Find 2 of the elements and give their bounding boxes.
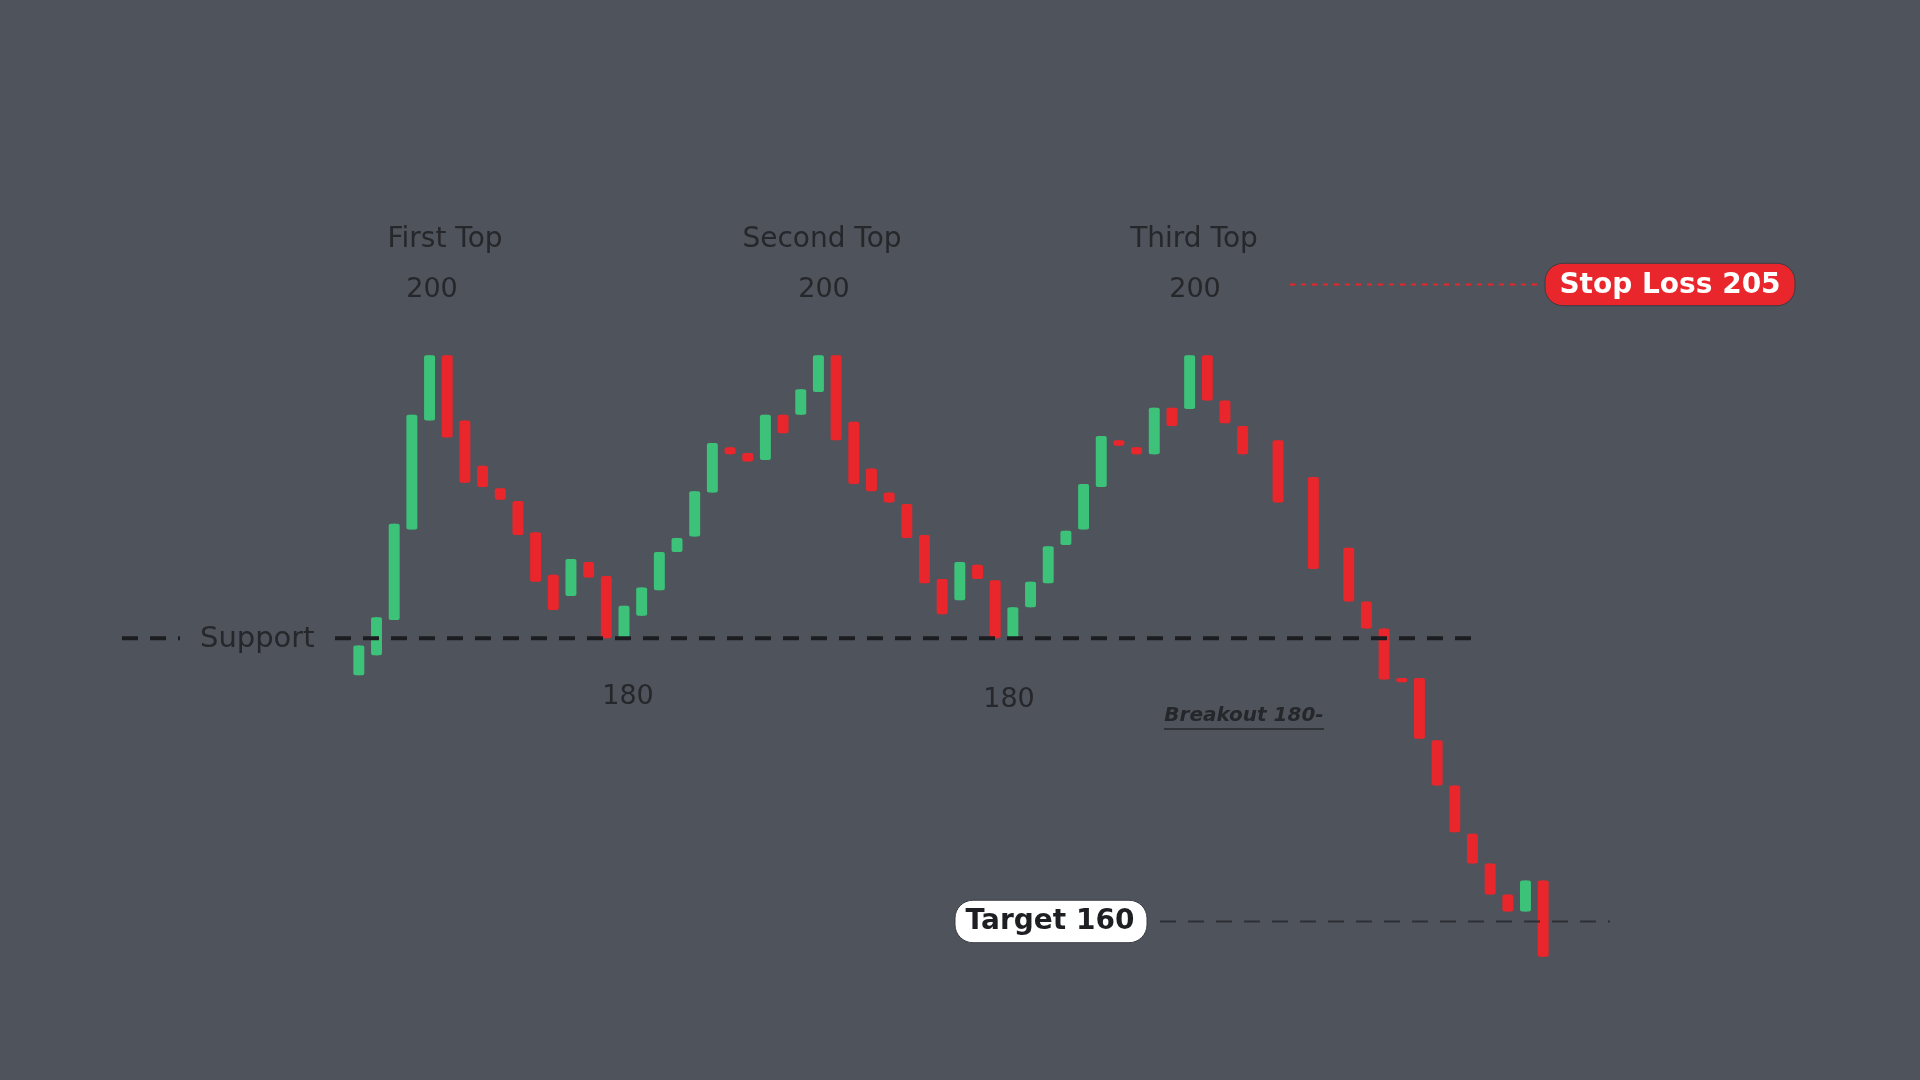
ref-line-label: Target 160 bbox=[965, 903, 1135, 937]
ref-line-label: Stop Loss 205 bbox=[1559, 266, 1781, 300]
